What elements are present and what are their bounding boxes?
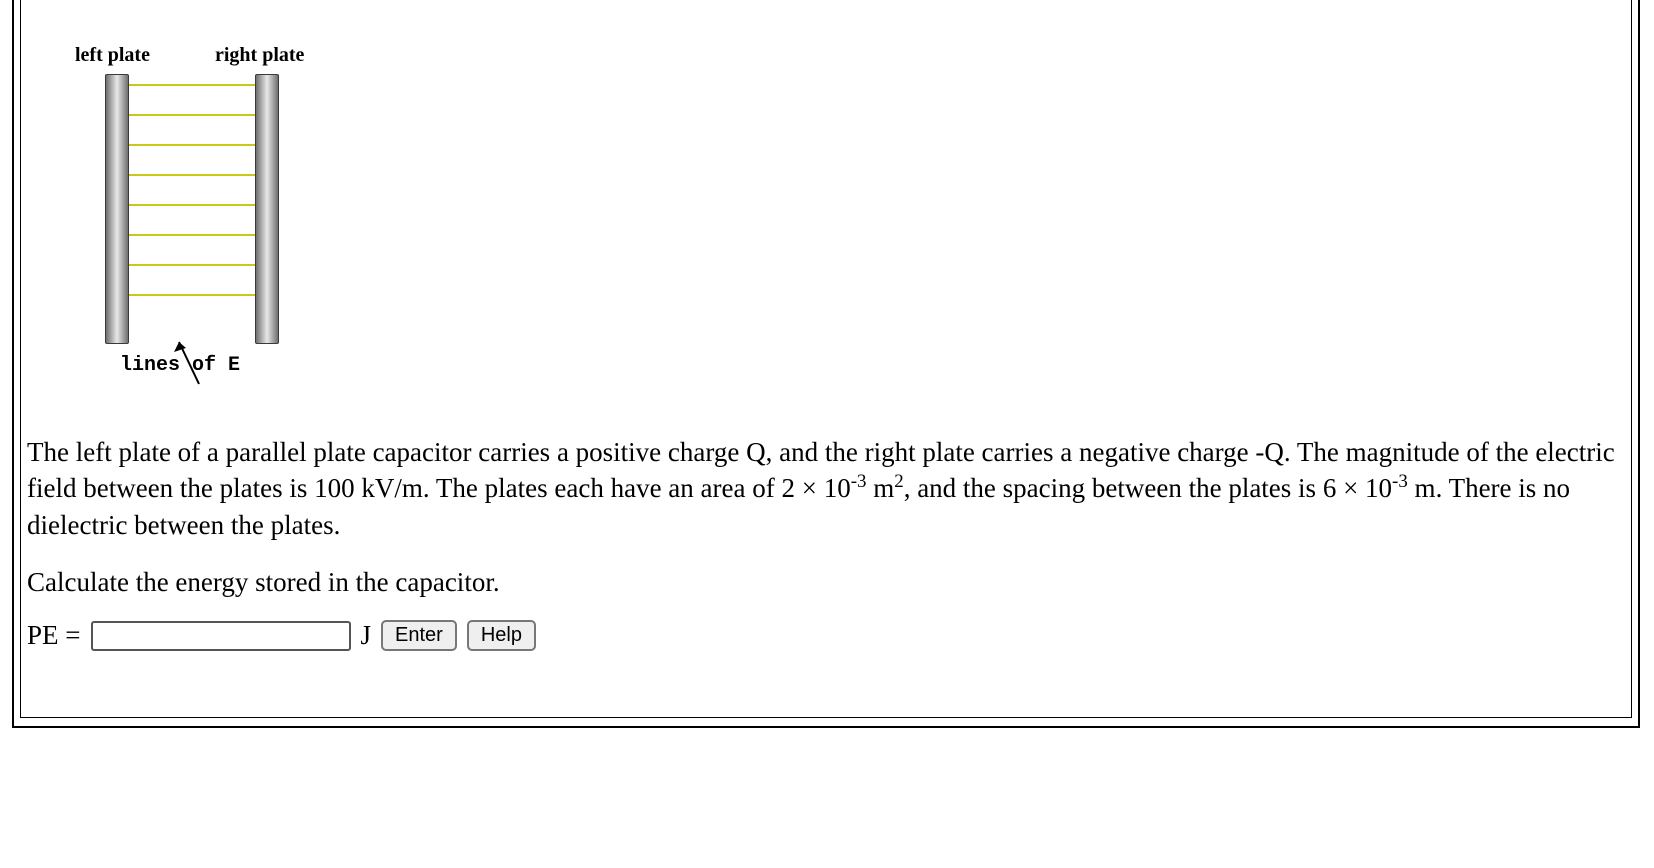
help-button[interactable]: Help — [467, 620, 536, 651]
left-plate-label: left plate — [75, 44, 150, 67]
content-area: left plate right plate lines of E — [21, 0, 1631, 717]
problem-area-unit-exp: 2 — [894, 471, 903, 492]
field-line — [129, 294, 255, 296]
right-plate — [255, 74, 279, 344]
outer-frame: left plate right plate lines of E — [12, 0, 1640, 728]
field-line — [129, 144, 255, 146]
answer-unit: J — [361, 620, 372, 651]
answer-row: PE = J Enter Help — [27, 620, 1627, 651]
problem-spacing-base: 6 × 10 — [1323, 473, 1392, 503]
problem-statement: The left plate of a parallel plate capac… — [27, 434, 1621, 543]
field-line — [129, 204, 255, 206]
enter-button[interactable]: Enter — [381, 620, 457, 651]
problem-text-mid1: . The plates each have an area of — [423, 473, 782, 503]
field-line — [129, 84, 255, 86]
problem-area-unit-base: m — [866, 473, 894, 503]
problem-spacing-exp: -3 — [1392, 471, 1408, 492]
left-plate — [105, 74, 129, 344]
problem-E-value: 100 kV/m — [314, 473, 423, 503]
inner-frame: left plate right plate lines of E — [20, 0, 1632, 718]
problem-text-mid2: , and the spacing between the plates is — [904, 473, 1323, 503]
field-lines-group — [129, 84, 255, 334]
right-plate-label: right plate — [215, 44, 304, 67]
lines-of-e-label: lines of E — [120, 354, 240, 377]
problem-area-base: 2 × 10 — [781, 473, 850, 503]
answer-input[interactable] — [91, 621, 351, 651]
question-text: Calculate the energy stored in the capac… — [27, 567, 1621, 598]
problem-area-exp: -3 — [851, 471, 867, 492]
answer-variable-label: PE = — [27, 620, 81, 651]
field-line — [129, 114, 255, 116]
problem-spacing-unit: m — [1408, 473, 1436, 503]
page: left plate right plate lines of E — [0, 0, 1654, 868]
field-line — [129, 264, 255, 266]
field-line — [129, 174, 255, 176]
capacitor-diagram: left plate right plate lines of E — [75, 44, 315, 404]
capacitor-body — [105, 74, 285, 374]
field-line — [129, 234, 255, 236]
